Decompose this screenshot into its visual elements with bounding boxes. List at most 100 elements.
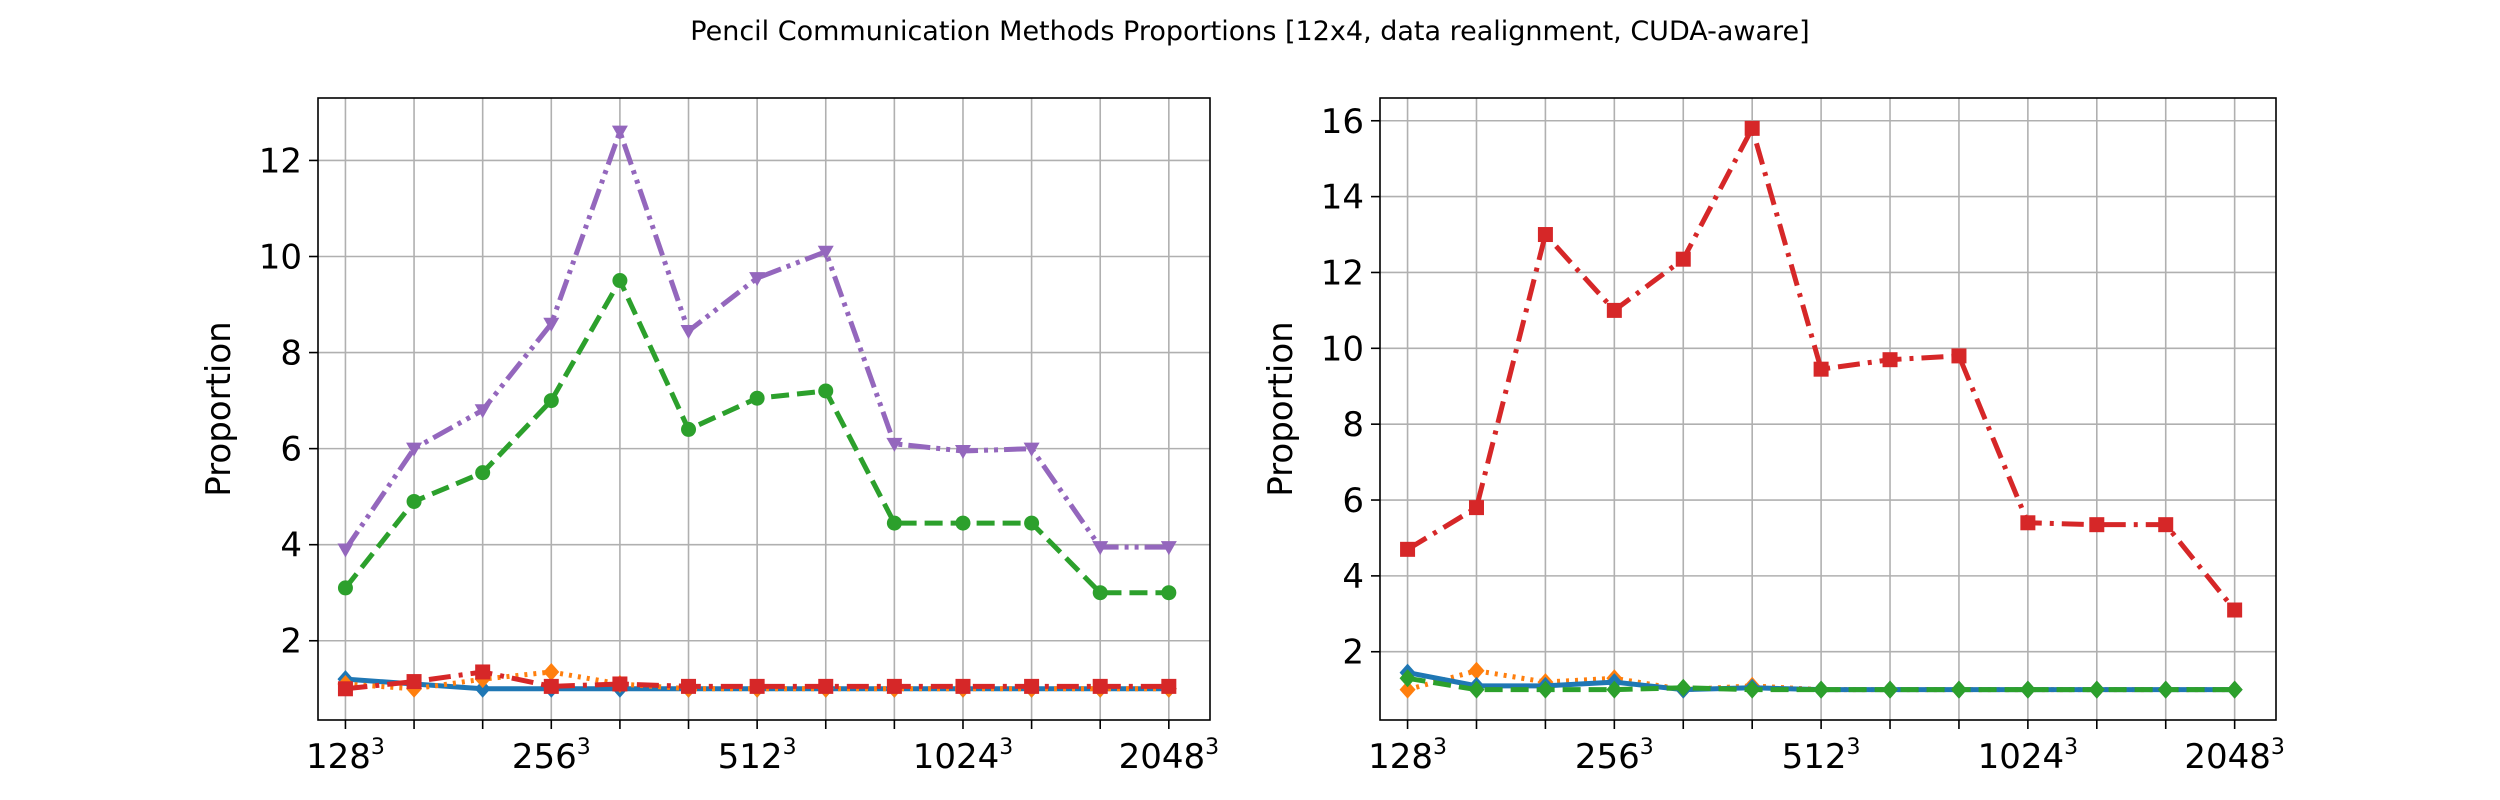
data-point <box>1468 680 1485 699</box>
data-point <box>1606 680 1623 699</box>
x-tick-label: 20483 <box>1119 735 1220 777</box>
data-point <box>1468 661 1485 680</box>
y-tick-label: 14 <box>1321 178 1364 218</box>
y-tick-label: 4 <box>280 526 302 566</box>
data-point <box>543 662 560 681</box>
data-point <box>2158 517 2174 533</box>
data-point <box>1951 348 1967 364</box>
data-point <box>1744 680 1761 699</box>
data-point <box>1468 500 1484 516</box>
data-point <box>1882 352 1898 368</box>
data-point <box>1092 678 1108 694</box>
data-point <box>681 421 697 437</box>
data-point <box>2089 517 2105 533</box>
data-point <box>954 445 971 460</box>
y-axis: 2 4 6 8 10 12 <box>259 141 318 662</box>
y-tick-label: 10 <box>259 238 302 278</box>
data-point <box>543 393 559 409</box>
x-tick-label: 5123 <box>1782 735 1861 777</box>
data-point <box>681 678 697 694</box>
y-tick-label: 8 <box>1342 405 1364 445</box>
data-point <box>1024 515 1040 531</box>
data-point <box>680 324 697 339</box>
y-tick-label: 12 <box>259 141 302 181</box>
data-point <box>817 245 834 260</box>
x-tick-label: 10243 <box>1978 735 2079 777</box>
data-point <box>2088 680 2105 699</box>
data-point <box>1675 251 1691 267</box>
y-tick-label: 4 <box>1342 557 1364 597</box>
left-subplot: 2 4 6 8 10 12 1283 2563 5123 10243 20483 Proportion <box>199 97 1219 777</box>
data-point <box>2020 515 2036 531</box>
data-point <box>955 678 971 694</box>
grid-lines <box>1380 98 2276 720</box>
data-point <box>337 580 353 596</box>
data-point <box>1675 678 1692 697</box>
data-point <box>818 678 834 694</box>
data-point <box>1744 120 1760 136</box>
data-point <box>406 442 423 457</box>
data-point <box>475 465 491 481</box>
grid-lines <box>318 98 1210 720</box>
data-point <box>1161 585 1177 601</box>
data-point <box>475 664 491 680</box>
data-point <box>1606 302 1622 318</box>
data-point <box>543 678 559 694</box>
data-point <box>1024 678 1040 694</box>
y-tick-label: 6 <box>280 430 302 470</box>
data-point <box>749 678 765 694</box>
x-tick-label: 1283 <box>1368 735 1447 777</box>
x-tick-label: 5123 <box>718 735 797 777</box>
data-point <box>2019 680 2036 699</box>
right-subplot: 2 4 6 8 10 12 14 16 1283 2563 5123 10243 20483 Propor… <box>1261 97 2285 777</box>
data-point <box>611 125 628 140</box>
data-point <box>1882 680 1899 699</box>
data-point <box>1092 585 1108 601</box>
data-point <box>474 404 491 419</box>
y-tick-label: 8 <box>280 334 302 374</box>
data-point <box>2227 602 2243 618</box>
data-point <box>2226 680 2243 699</box>
x-tick-label: 2563 <box>1575 735 1654 777</box>
x-tick-label: 10243 <box>913 735 1014 777</box>
data-point <box>749 390 765 406</box>
y-tick-label: 6 <box>1342 481 1364 521</box>
data-point <box>474 679 491 698</box>
data-point <box>818 383 834 399</box>
x-axis: 1283 2563 5123 10243 20483 <box>1368 720 2285 777</box>
axes-frame <box>317 97 1211 721</box>
x-tick-label: 1283 <box>306 735 385 777</box>
x-tick-label: 2563 <box>512 735 591 777</box>
data-point <box>337 543 354 558</box>
x-tick-label: 20483 <box>2184 735 2285 777</box>
y-axis-label: Proportion <box>1261 321 1301 496</box>
data-point <box>1813 680 1830 699</box>
data-point <box>1023 442 1040 457</box>
axes-frame <box>1379 97 2277 721</box>
data-point <box>612 676 628 692</box>
x-axis: 1283 2563 5123 10243 20483 <box>306 720 1219 777</box>
y-axis-label: Proportion <box>199 321 239 496</box>
data-point <box>406 674 422 690</box>
data-point <box>1160 541 1177 556</box>
data-point <box>886 515 902 531</box>
data-point <box>1400 541 1416 557</box>
data-point <box>2157 680 2174 699</box>
data-point <box>1399 669 1416 688</box>
data-point <box>612 273 628 289</box>
data-point <box>749 272 766 287</box>
data-point <box>1813 361 1829 377</box>
series-3 <box>337 664 1177 697</box>
data-point <box>886 678 902 694</box>
series-0 <box>1400 120 2243 618</box>
y-axis: 2 4 6 8 10 12 14 16 <box>1321 102 1380 673</box>
series-3 <box>1399 669 2243 699</box>
data-point <box>337 681 353 697</box>
y-tick-label: 16 <box>1321 102 1364 142</box>
series-2 <box>337 273 1177 601</box>
data-point <box>1092 541 1109 556</box>
data-point <box>1537 680 1554 699</box>
data-point <box>1537 227 1553 243</box>
